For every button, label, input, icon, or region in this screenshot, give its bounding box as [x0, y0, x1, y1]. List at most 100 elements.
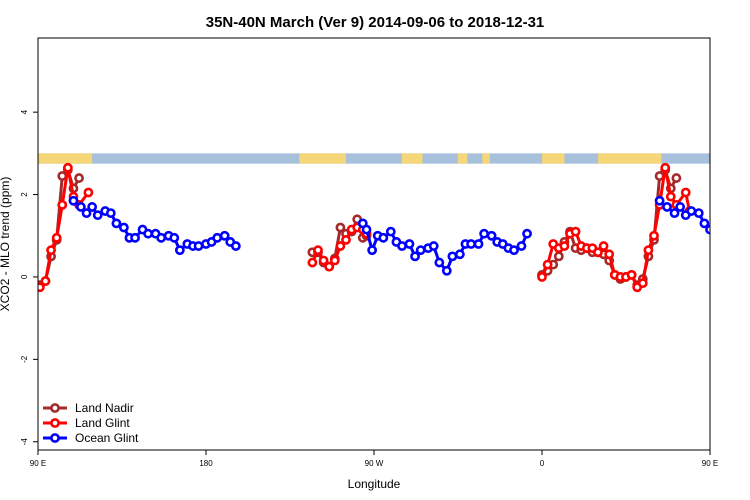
legend-label: Land Glint — [75, 416, 130, 430]
data-point — [643, 245, 654, 256]
data-point — [693, 208, 704, 218]
y-tick-label: -2 — [20, 355, 29, 363]
data-point — [570, 226, 581, 237]
data-point — [434, 257, 445, 268]
data-point — [604, 249, 615, 260]
data-point — [324, 261, 335, 272]
data-point — [680, 187, 691, 198]
x-axis: 90 E 180 90 W 0 90 E — [30, 450, 718, 468]
land-segment — [402, 153, 423, 164]
data-point — [111, 218, 122, 229]
data-point — [74, 173, 84, 183]
data-point — [367, 245, 378, 256]
x-tick-label: 90 E — [30, 459, 46, 468]
data-point — [219, 230, 230, 241]
data-point — [479, 228, 490, 239]
data-point — [57, 199, 68, 210]
data-point — [441, 265, 452, 276]
legend-swatch-marker — [50, 403, 60, 413]
data-point — [447, 251, 458, 262]
data-point — [637, 278, 648, 289]
data-point — [143, 228, 154, 239]
data-point — [329, 255, 340, 266]
y-tick-label: 4 — [20, 109, 29, 114]
data-point — [665, 191, 676, 202]
y-tick-label: -4 — [20, 438, 29, 446]
data-point — [318, 255, 329, 266]
data-point — [509, 245, 519, 256]
data-point — [335, 222, 346, 233]
data-point — [38, 282, 45, 293]
data-point — [341, 234, 351, 245]
land-segment — [482, 153, 490, 164]
data-point — [593, 247, 603, 258]
data-point — [397, 241, 407, 251]
data-point — [83, 187, 94, 198]
ocean-band — [38, 153, 710, 164]
x-tick-label: 0 — [540, 459, 545, 468]
data-point — [473, 239, 484, 249]
y-axis: -4 -2 0 2 4 — [20, 109, 38, 445]
land-segment — [598, 153, 662, 164]
data-point — [68, 195, 79, 206]
data-point — [212, 232, 223, 243]
data-point — [699, 218, 710, 229]
series-ocean-glint — [68, 195, 710, 276]
data-point — [486, 230, 497, 241]
data-point — [705, 224, 710, 235]
data-point — [76, 202, 86, 212]
data-point — [51, 232, 62, 243]
data-point — [553, 251, 564, 262]
data-point — [537, 272, 547, 282]
data-point — [626, 269, 637, 280]
data-point — [307, 257, 318, 268]
series-layer — [38, 162, 710, 293]
data-point — [169, 232, 180, 243]
data-point — [669, 208, 680, 218]
data-point — [385, 226, 396, 237]
data-point — [410, 251, 420, 262]
data-point — [598, 241, 609, 251]
data-point — [522, 228, 532, 239]
data-point — [361, 224, 372, 235]
data-point — [516, 241, 527, 251]
data-point — [40, 276, 51, 286]
data-point — [313, 245, 323, 256]
data-point — [174, 245, 185, 256]
x-axis-label: Longitude — [348, 477, 401, 491]
data-point — [118, 222, 129, 233]
data-point — [46, 245, 56, 256]
data-point — [105, 208, 116, 218]
data-point — [559, 241, 570, 251]
data-point — [662, 202, 672, 212]
data-point — [193, 241, 204, 251]
data-point — [654, 195, 665, 206]
y-tick-label: 2 — [20, 192, 29, 197]
data-point — [335, 241, 346, 251]
data-point — [92, 210, 103, 221]
y-tick-label: 0 — [20, 274, 29, 279]
data-point — [466, 239, 476, 249]
land-segment — [458, 153, 468, 164]
data-point — [156, 232, 167, 243]
x-tick-label: 180 — [199, 459, 213, 468]
data-point — [428, 241, 439, 251]
legend-swatch-marker — [50, 433, 60, 443]
land-segment — [38, 153, 93, 164]
data-point — [675, 202, 686, 212]
data-point — [415, 245, 426, 256]
data-point — [671, 173, 682, 183]
x-tick-label: 90 E — [702, 459, 718, 468]
data-point — [81, 208, 92, 218]
data-point — [378, 232, 389, 243]
data-point — [230, 241, 241, 251]
land-segment — [299, 153, 346, 164]
legend-label: Ocean Glint — [75, 431, 139, 445]
data-point — [649, 230, 659, 241]
data-point — [542, 259, 553, 270]
data-point — [62, 162, 73, 173]
data-point — [130, 232, 140, 243]
y-axis-label: XCO2 - MLO trend (ppm) — [0, 177, 12, 312]
